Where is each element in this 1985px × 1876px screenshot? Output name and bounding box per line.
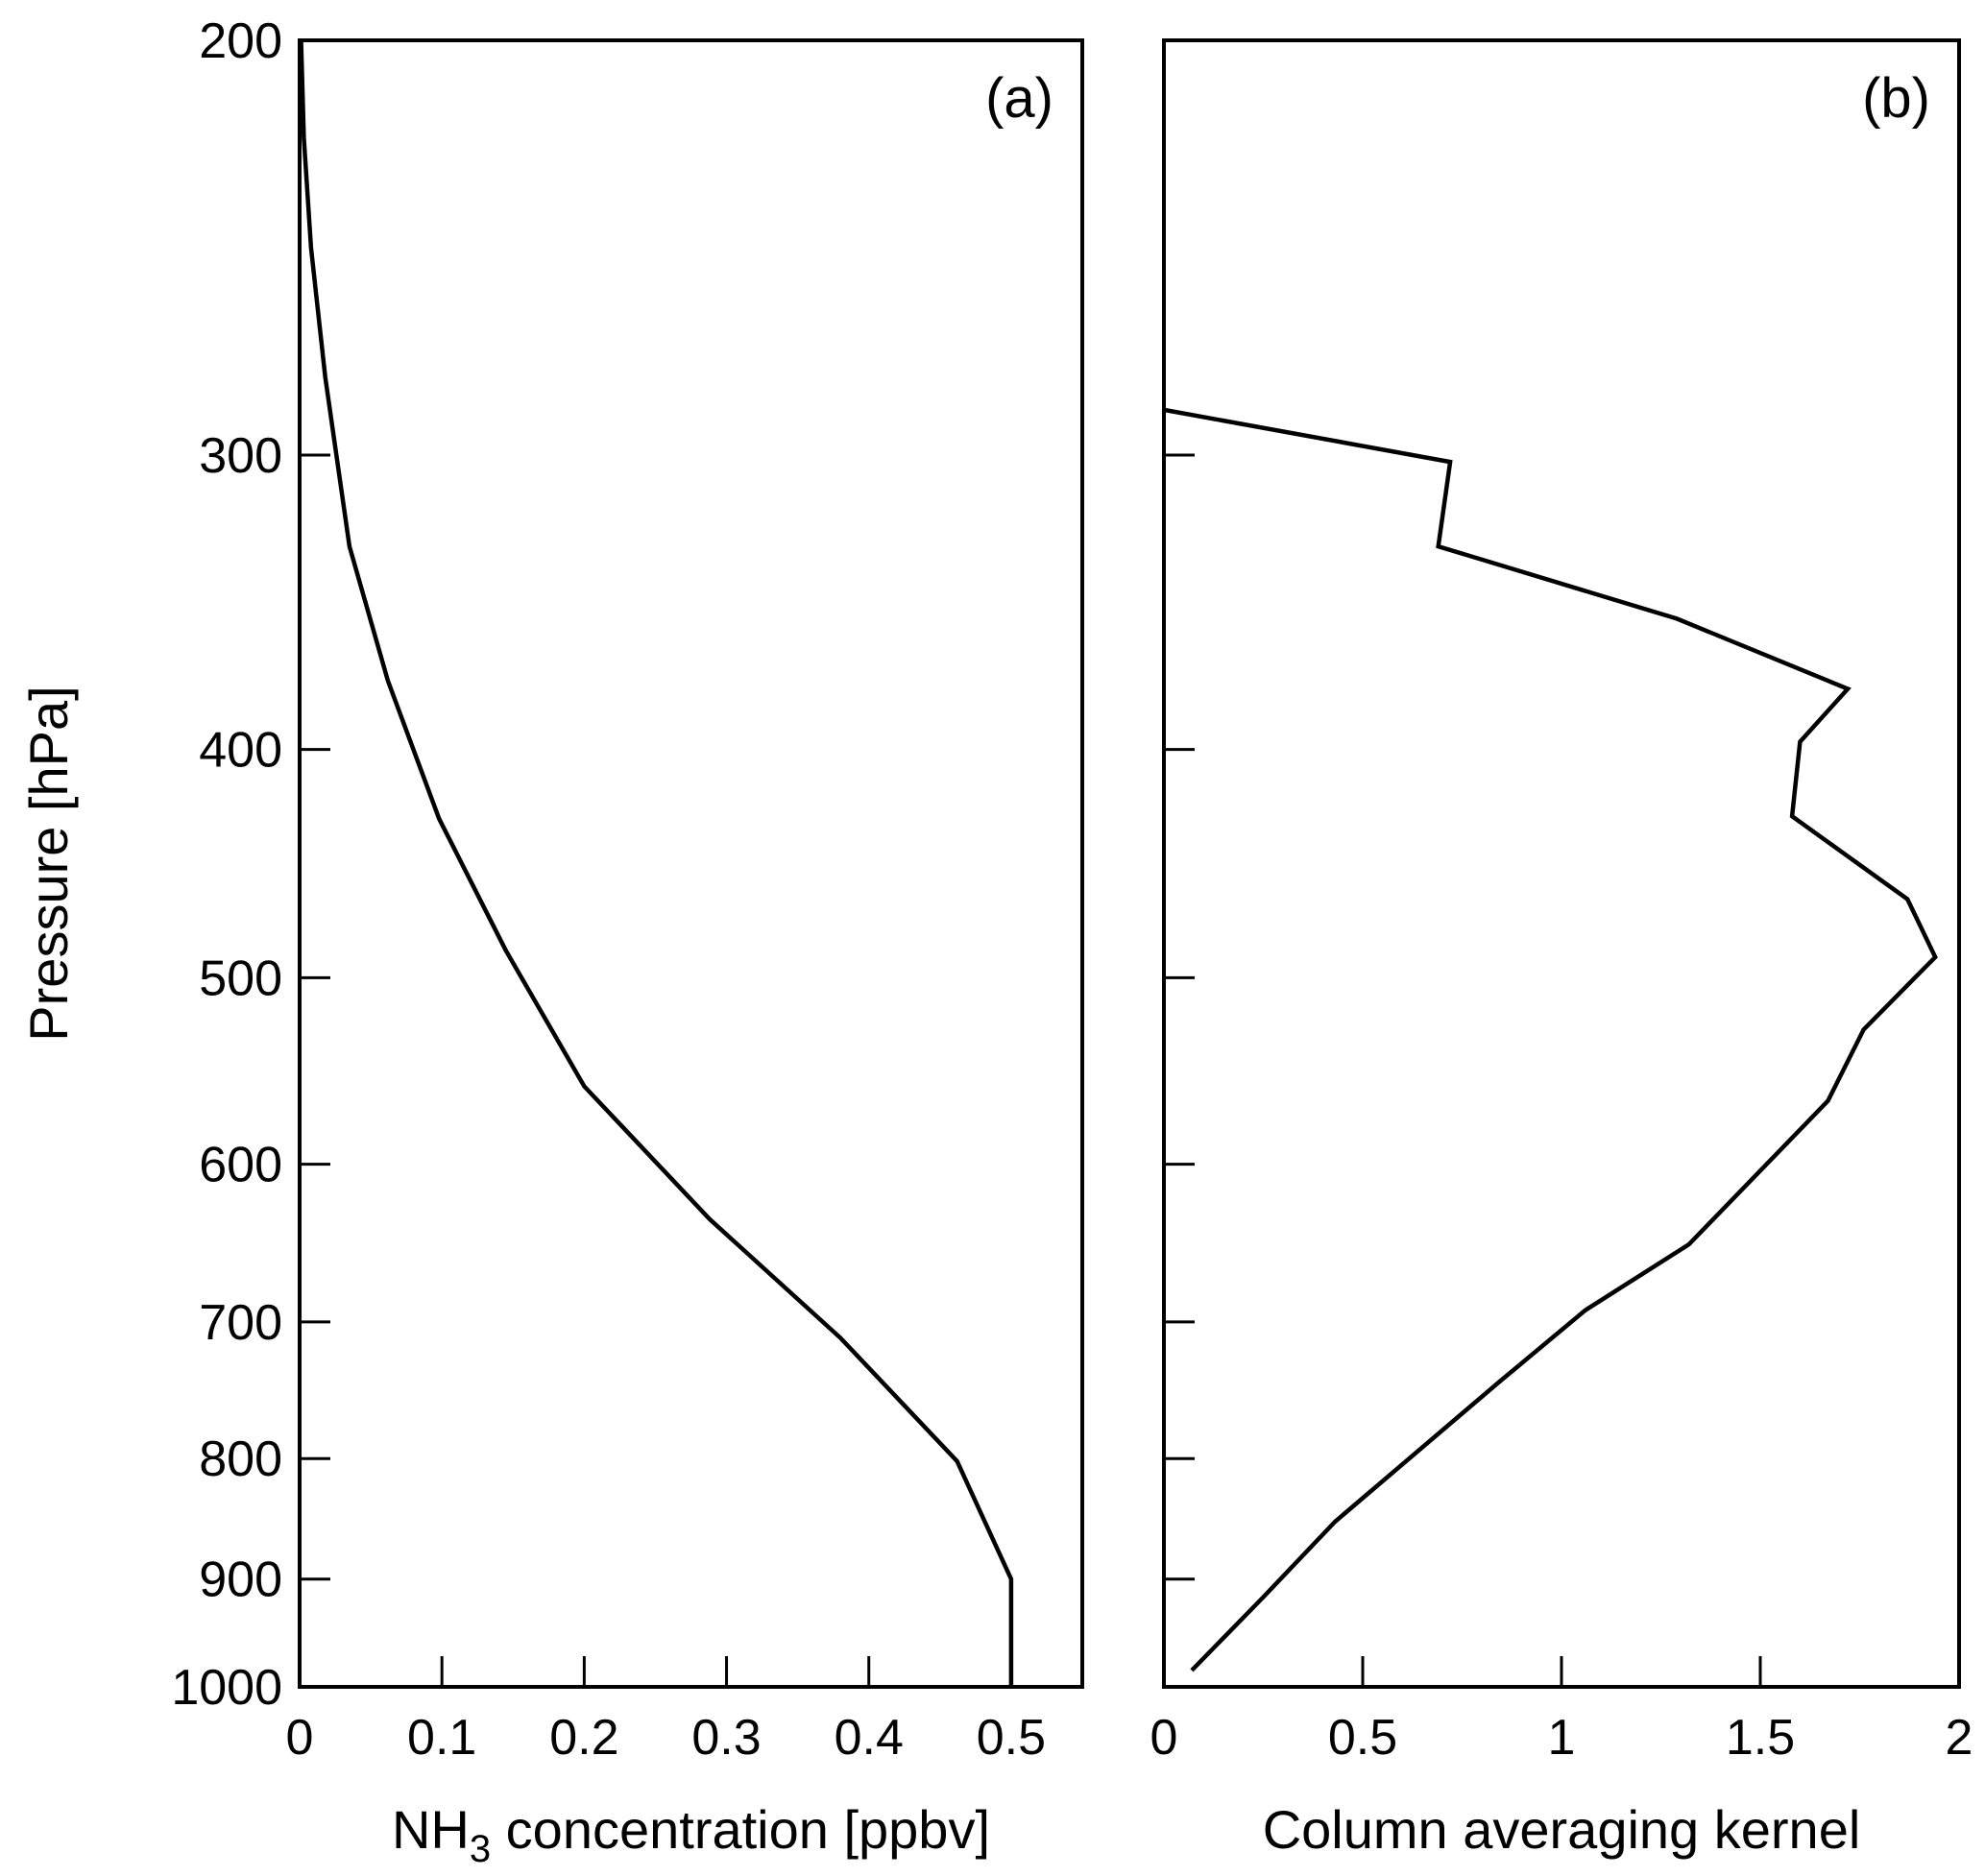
y-tick-label: 800	[199, 1431, 282, 1487]
y-tick-label: 700	[199, 1295, 282, 1351]
y-tick-label: 900	[199, 1552, 282, 1608]
x-tick-label: 1	[1548, 1710, 1576, 1766]
y-tick-label: 500	[199, 950, 282, 1006]
panel-a-series-line	[299, 39, 1014, 1687]
x-tick-label: 0.1	[407, 1710, 476, 1766]
panel-b-label: (b)	[1862, 67, 1930, 130]
x-tick-label: 2	[1946, 1710, 1973, 1766]
y-tick-label: 300	[199, 428, 282, 484]
panel-a-x-ticks: 0 0.1 0.2 0.3 0.4 0.5	[286, 1656, 1046, 1766]
y-tick-label: 200	[199, 13, 282, 69]
x-tick-label: 0.5	[977, 1710, 1046, 1766]
panel-a-y-ticks: 200 300 400 500 600 700 800 900 1000	[171, 13, 330, 1716]
x-label-rest: concentration [ppbv]	[491, 1799, 990, 1860]
x-tick-label: 0	[286, 1710, 314, 1766]
panel-b-y-ticks	[1164, 453, 1195, 1581]
y-axis-label: Pressure [hPa]	[18, 685, 79, 1041]
panel-b-series-line	[1163, 407, 1938, 1672]
panel-b-frame	[1162, 38, 1961, 1689]
panel-a-x-axis-label: NH3 concentration [ppbv]	[392, 1799, 990, 1870]
y-tick-label: 600	[199, 1138, 282, 1193]
panel-a-label: (a)	[985, 67, 1053, 130]
panel-b-x-ticks: 0 0.5 1 1.5 2	[1150, 1656, 1973, 1766]
x-tick-label: 1.5	[1726, 1710, 1795, 1766]
y-tick-label: 400	[199, 723, 282, 779]
panel-a-frame	[298, 38, 1084, 1689]
x-label-subscript: 3	[470, 1828, 491, 1870]
x-tick-label: 0.4	[835, 1710, 904, 1766]
y-tick-label: 1000	[171, 1660, 282, 1716]
x-tick-label: 0	[1150, 1710, 1178, 1766]
panel-b-x-axis-label: Column averaging kernel	[1263, 1799, 1861, 1860]
panel-b: 0 0.5 1 1.5 2 (b) Column averaging kernel	[1150, 38, 1973, 1860]
x-tick-label: 0.3	[691, 1710, 761, 1766]
x-tick-label: 0.2	[549, 1710, 618, 1766]
x-tick-label: 0.5	[1328, 1710, 1397, 1766]
x-label-nh: NH	[392, 1799, 470, 1860]
